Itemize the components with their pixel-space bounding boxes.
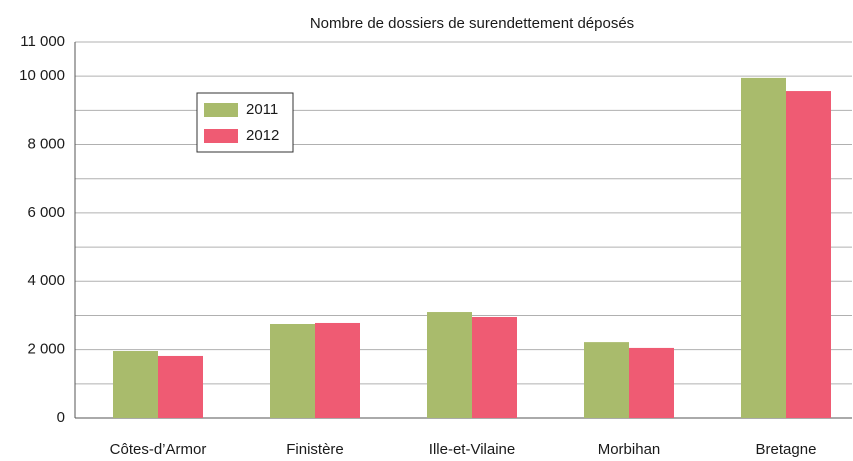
bar	[427, 312, 472, 418]
bar	[113, 351, 158, 418]
x-tick-label: Côtes-d’Armor	[110, 441, 207, 458]
y-tick-label: 0	[57, 409, 65, 426]
bar	[315, 322, 360, 418]
legend-label: 2011	[246, 101, 278, 118]
legend-label: 2012	[246, 127, 279, 144]
bar	[584, 342, 629, 418]
legend-swatch	[204, 103, 238, 117]
bar	[472, 316, 517, 418]
bar	[158, 355, 203, 418]
x-tick-label: Bretagne	[756, 441, 817, 458]
legend-swatch	[204, 129, 238, 143]
bar	[270, 324, 315, 418]
bar	[629, 347, 674, 418]
y-tick-label: 2 000	[27, 341, 65, 358]
x-tick-label: Morbihan	[598, 441, 661, 458]
y-tick-label: 11 000	[20, 33, 65, 50]
y-tick-label: 10 000	[19, 67, 65, 84]
bar	[786, 91, 831, 419]
x-tick-label: Finistère	[286, 441, 344, 458]
x-tick-label: Ille-et-Vilaine	[429, 441, 515, 458]
bar	[741, 77, 786, 419]
y-tick-label: 8 000	[27, 136, 65, 153]
chart-title: Nombre de dossiers de surendettement dép…	[310, 15, 634, 32]
y-tick-label: 6 000	[27, 204, 65, 221]
y-tick-label: 4 000	[27, 272, 65, 289]
